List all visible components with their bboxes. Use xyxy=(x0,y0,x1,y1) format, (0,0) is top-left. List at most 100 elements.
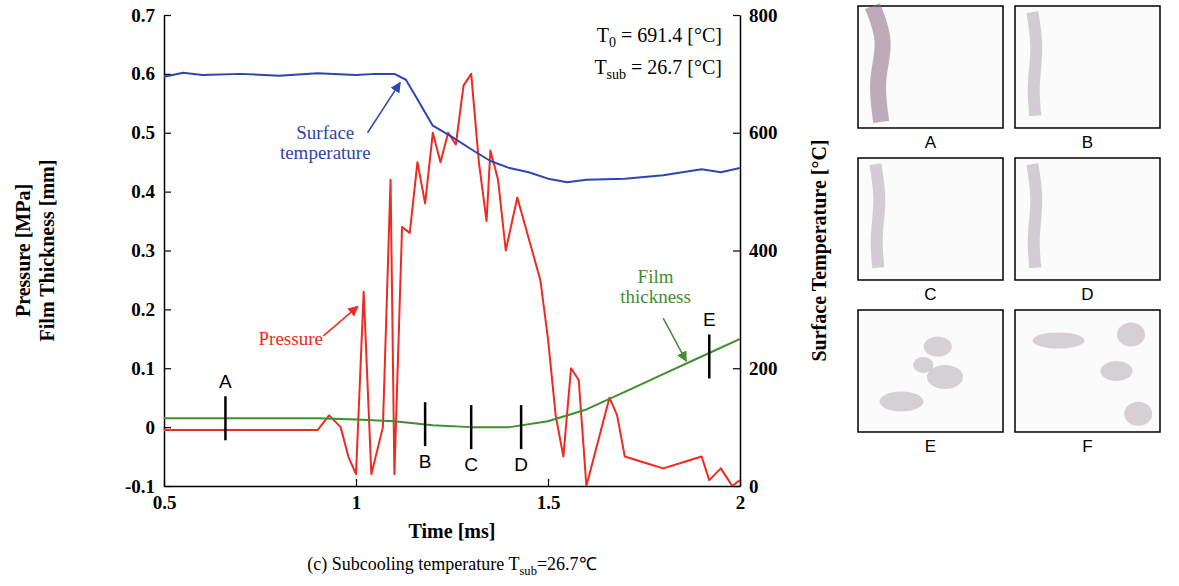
photo-panel xyxy=(858,310,1003,432)
photo-texture xyxy=(1032,12,1036,116)
event-marker xyxy=(470,405,473,449)
tick-mark xyxy=(733,250,740,251)
text-part: T xyxy=(594,56,606,78)
series-label: Surfacetemperature xyxy=(280,122,371,163)
series-label-line: thickness xyxy=(620,286,691,307)
photo-texture xyxy=(1101,361,1133,381)
series-line xyxy=(164,339,740,427)
photo-texture xyxy=(1117,322,1145,346)
series-label: Filmthickness xyxy=(620,266,691,307)
y-axis-title: Pressure [MPa] xyxy=(12,184,34,317)
y-axis-title: Film Thickness [mm] xyxy=(36,160,58,342)
tick-mark xyxy=(356,479,357,486)
tick: 0.6 xyxy=(131,63,171,84)
tick-label: 0.2 xyxy=(131,299,155,320)
tick: 0.4 xyxy=(131,181,171,202)
tick: 0.3 xyxy=(131,240,171,261)
tick: 1.5 xyxy=(537,479,561,513)
tick-label: 0.4 xyxy=(131,181,155,202)
x-axis-title: Time [ms] xyxy=(409,520,496,542)
panel-frame xyxy=(1015,158,1160,280)
tick: 0 xyxy=(733,476,759,497)
tick: 0 xyxy=(146,417,172,438)
tick-label: 2 xyxy=(736,492,746,513)
event-label: B xyxy=(419,451,432,472)
text-part: 0 xyxy=(609,35,616,50)
event-markers xyxy=(225,334,709,449)
tick: 0.5 xyxy=(131,122,171,143)
tick-label: 0.5 xyxy=(131,122,155,143)
y2-axis-title: Surface Temperature [°C] xyxy=(808,139,831,361)
caption: (c) Subcooling temperature Tsub=26.7℃ xyxy=(307,554,596,578)
tick: 400 xyxy=(733,240,778,261)
tick: 0.7 xyxy=(131,5,171,26)
series-line xyxy=(164,74,740,486)
photo-texture xyxy=(880,392,924,412)
y-axis: -0.1 0 0.1 0.2 0.3 0.4 0.5 0.6 0.7 xyxy=(125,5,171,497)
text-part: T xyxy=(597,24,609,46)
tick-mark xyxy=(164,133,171,134)
photo-panel xyxy=(858,6,1003,128)
photo-texture xyxy=(927,365,963,389)
tick-mark xyxy=(164,368,171,369)
event-marker xyxy=(520,405,523,449)
tick: -0.1 xyxy=(125,476,171,497)
tick-label: 200 xyxy=(749,358,778,379)
panel-frame xyxy=(858,158,1003,280)
tick-label: 600 xyxy=(749,122,778,143)
series-line xyxy=(164,73,740,183)
callout-arrow xyxy=(323,306,358,335)
tick-mark xyxy=(164,427,171,428)
chart: 0.5 1 1.5 2 -0.1 0 0.1 0.2 0.3 0.4 0.5 0.6 0.7 0 200 40… xyxy=(0,0,1179,586)
panel-label: A xyxy=(925,133,937,152)
tick-label: 1.5 xyxy=(537,492,561,513)
tick-label: 1 xyxy=(352,492,362,513)
tick-label: 0.6 xyxy=(131,63,155,84)
tick-mark xyxy=(733,486,740,487)
panel-frame xyxy=(1015,6,1160,128)
series-label-line: Surface xyxy=(296,122,354,143)
tick-mark xyxy=(164,309,171,310)
tick-mark xyxy=(733,15,740,16)
series-label-line: Film xyxy=(638,266,674,287)
callout-arrow xyxy=(663,318,686,361)
panel-label: E xyxy=(925,437,936,456)
tick-mark xyxy=(733,368,740,369)
photo-texture xyxy=(875,164,879,268)
text-part: sub xyxy=(519,564,537,578)
panel-frame xyxy=(858,310,1003,432)
text-part: = 26.7 [°C] xyxy=(626,56,722,78)
series-label-line: Pressure xyxy=(259,328,323,349)
tick-mark xyxy=(733,133,740,134)
tick-label: 0.7 xyxy=(131,5,155,26)
event-label: E xyxy=(703,309,716,330)
tick: 200 xyxy=(733,358,778,379)
tick: 0.1 xyxy=(131,358,171,379)
event-label: D xyxy=(514,454,528,475)
tick-mark xyxy=(164,250,171,251)
annotation: Tsub = 26.7 [°C] xyxy=(594,56,722,82)
tick-label: 0.5 xyxy=(153,492,177,513)
tick: 1 xyxy=(352,479,362,513)
tick: 800 xyxy=(733,5,778,26)
tick-label: 0.1 xyxy=(131,358,155,379)
panel-frame xyxy=(1015,310,1160,432)
tick-mark xyxy=(164,486,171,487)
tick: 0.2 xyxy=(131,299,171,320)
text-part: = 691.4 [°C] xyxy=(616,24,722,46)
panel-label: F xyxy=(1082,437,1092,456)
photo-texture xyxy=(913,357,933,373)
tick: 600 xyxy=(733,122,778,143)
photo-texture xyxy=(1033,333,1085,349)
event-marker xyxy=(708,334,711,378)
annotation: T0 = 691.4 [°C] xyxy=(597,24,722,50)
tick-label: 800 xyxy=(749,5,778,26)
tick-label: 0 xyxy=(749,476,759,497)
x-axis: 0.5 1 1.5 2 xyxy=(153,479,746,513)
photo-texture xyxy=(1124,402,1152,426)
photo-panel xyxy=(1015,158,1160,280)
photo-panel xyxy=(1015,6,1160,128)
photo-texture xyxy=(924,337,952,357)
tick-label: -0.1 xyxy=(125,476,155,497)
tick-mark xyxy=(548,479,549,486)
